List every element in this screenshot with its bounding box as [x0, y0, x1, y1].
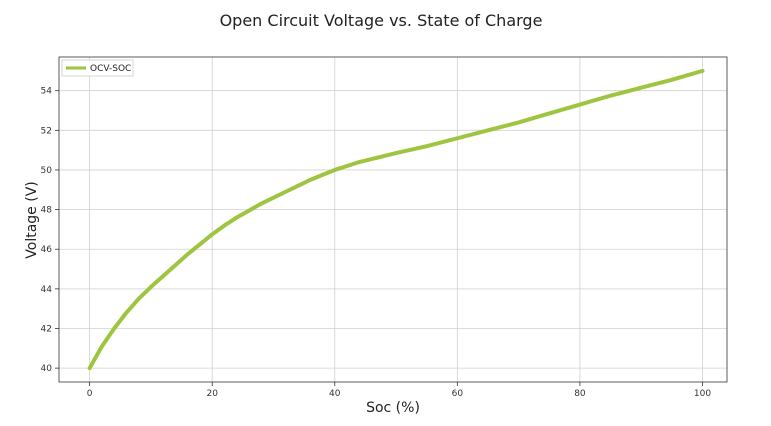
x-tick-label: 20	[206, 389, 218, 399]
y-tick-label: 46	[41, 245, 53, 255]
y-axis-label: Voltage (V)	[24, 181, 40, 258]
x-tick-label: 60	[452, 389, 464, 399]
y-tick-label: 52	[41, 126, 52, 136]
y-tick-label: 40	[41, 364, 53, 374]
x-tick-label: 0	[87, 389, 93, 399]
x-tick-label: 40	[329, 389, 341, 399]
y-tick-label: 54	[41, 87, 53, 97]
y-tick-label: 50	[41, 166, 53, 176]
legend-box	[61, 59, 134, 77]
x-tick-label: 80	[574, 389, 586, 399]
axis-ticks: 0 20 40 60 80 100 40 42 44 46 48 50 52 54	[41, 87, 712, 399]
x-axis-label: Soc (%)	[366, 400, 420, 416]
y-tick-label: 42	[41, 324, 52, 334]
series-layer	[87, 68, 705, 371]
plot-frame	[58, 56, 728, 383]
grid	[59, 57, 727, 382]
chart-title: Open Circuit Voltage vs. State of Charge	[220, 11, 543, 30]
legend: OCV-SOC	[61, 59, 134, 77]
x-tick-label: 100	[694, 389, 711, 399]
y-tick-label: 44	[41, 285, 53, 295]
y-tick-label: 48	[41, 206, 53, 216]
legend-label: OCV-SOC	[90, 64, 131, 74]
series-line-0	[87, 68, 705, 371]
